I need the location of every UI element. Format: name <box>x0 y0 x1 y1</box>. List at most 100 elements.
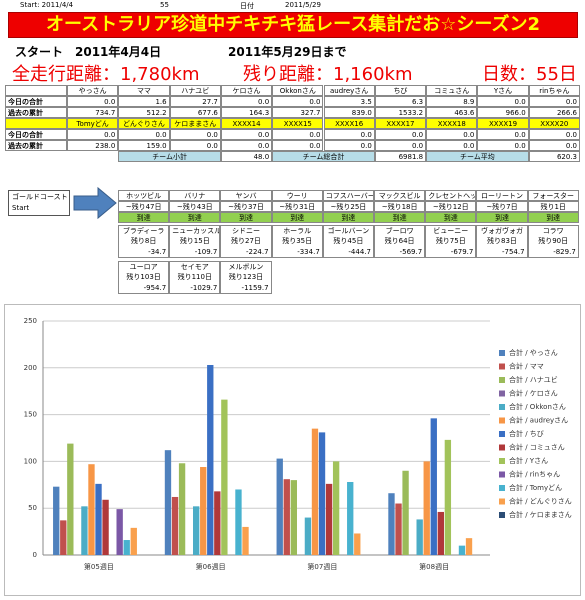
place-status: 到達 <box>476 212 528 223</box>
column-header: やっさん <box>67 85 119 96</box>
table-cell: 0.0 <box>374 129 427 140</box>
place-remaining: ~残り12日 <box>425 201 477 212</box>
x-tick-label: 第05週目 <box>84 562 114 571</box>
chart: 0 50 100 150 200 250 第05週目 第06週目 第07週目 第08週目 合計 / … <box>4 304 581 596</box>
table-cell: 839.0 <box>323 107 375 118</box>
column-header: ケロさん <box>220 85 273 96</box>
place-name: ビューニー <box>425 225 477 236</box>
column-header: XXXX18 <box>426 118 478 129</box>
bar <box>423 461 430 555</box>
place-distance: -444.7 <box>322 247 374 258</box>
bar <box>81 506 88 555</box>
arrow <box>73 186 117 220</box>
place-status: 到達 <box>425 212 477 223</box>
place-remaining: 残り1日 <box>527 201 579 212</box>
table-cell: 0.0 <box>426 129 478 140</box>
legend-swatch <box>499 404 505 410</box>
legend-label: 合計 / コミュさん <box>509 443 565 452</box>
place-remaining: 残り8日 <box>118 236 170 247</box>
place-distance: -679.7 <box>425 247 477 258</box>
y-tick-label: 150 <box>24 411 37 419</box>
legend-swatch <box>499 350 505 356</box>
bar <box>214 491 221 555</box>
start: スタート 2011年4月4日 <box>15 45 162 59</box>
table-cell: 0.0 <box>118 129 170 140</box>
column-header: どんぐりさん <box>118 118 170 129</box>
team-label: チーム平均 <box>426 151 529 162</box>
table-cell: 0.0 <box>67 96 119 107</box>
bar <box>283 479 290 555</box>
table-cell: 463.6 <box>426 107 478 118</box>
place-remaining: 残り103日 <box>118 272 170 283</box>
table-cell: 0.0 <box>477 96 529 107</box>
place-distance: -829.7 <box>527 247 579 258</box>
place-remaining: 残り90日 <box>527 236 579 247</box>
bar <box>458 545 466 555</box>
table-cell: 8.9 <box>426 96 478 107</box>
place-remaining: ~残り31日 <box>271 201 323 212</box>
place-name: ホーラル <box>271 225 323 236</box>
column-header <box>5 118 67 129</box>
legend-swatch <box>499 377 505 383</box>
table-cell: 0.0 <box>477 140 529 151</box>
place-distance: -954.7 <box>118 283 170 294</box>
place-remaining: ~残り43日 <box>169 201 221 212</box>
bar <box>437 511 444 555</box>
remaining: 残り距離：1,160km <box>243 64 413 85</box>
legend-swatch <box>499 485 505 491</box>
bar <box>178 463 186 555</box>
table-cell: 0.0 <box>272 129 324 140</box>
bar <box>354 533 361 555</box>
place-name: マックスビル <box>374 190 426 201</box>
place-remaining: 残り27日 <box>220 236 272 247</box>
bar <box>318 432 326 555</box>
team-value: 6981.8 <box>374 151 427 162</box>
place-status: 到達 <box>169 212 221 223</box>
table-cell: 0.0 <box>67 129 119 140</box>
place-name: コフスハーバー <box>322 190 374 201</box>
place-remaining: 残り83日 <box>476 236 528 247</box>
place-name: クレセントヘッド <box>425 190 477 201</box>
place-distance: -1029.7 <box>169 283 221 294</box>
y-tick-label: 50 <box>28 504 37 512</box>
column-header: Yさん <box>477 85 529 96</box>
place-name: セイモア <box>169 261 221 272</box>
bar <box>207 364 214 555</box>
row-header: 過去の累計 <box>5 107 67 118</box>
place-name: ウーリ <box>271 190 323 201</box>
team-label: チーム総合計 <box>272 151 375 162</box>
table-cell: 266.6 <box>528 107 580 118</box>
place-remaining: 残り110日 <box>169 272 221 283</box>
y-tick-label: 200 <box>24 364 37 372</box>
bar <box>221 399 228 555</box>
column-header: ママ <box>118 85 170 96</box>
place-remaining: 残り35日 <box>271 236 323 247</box>
x-tick-label: 第07週目 <box>307 562 337 571</box>
legend-swatch <box>499 444 505 451</box>
place-name: ヴォガヴォガ <box>476 225 528 236</box>
table-cell: 0.0 <box>528 96 580 107</box>
column-header: XXXX16 <box>323 118 375 129</box>
date: 2011/5/29 <box>285 1 321 9</box>
place-distance: -569.7 <box>374 247 426 258</box>
place-status: 到達 <box>527 212 579 223</box>
table-cell: 0.0 <box>220 129 273 140</box>
bar <box>95 483 102 555</box>
place-name: ニューカッスル <box>169 225 221 236</box>
table-cell: 0.0 <box>528 140 580 151</box>
bar <box>332 461 340 555</box>
days: 55 <box>160 1 169 9</box>
bar <box>416 519 423 555</box>
x-tick-label: 第06週目 <box>196 562 226 571</box>
total-distance: 全走行距離：1,780km <box>12 64 200 85</box>
bar <box>200 467 207 555</box>
place-name: バリナ <box>169 190 221 201</box>
bar <box>171 496 179 555</box>
legend-label: 合計 / ちび <box>509 429 544 438</box>
legend-label: 合計 / ケロままさん <box>509 510 572 519</box>
start-box: ゴールドコースト Start <box>8 190 70 216</box>
table-cell: 0.0 <box>220 96 273 107</box>
legend-label: 合計 / ケロさん <box>509 389 558 398</box>
place-name: ローリートン <box>476 190 528 201</box>
